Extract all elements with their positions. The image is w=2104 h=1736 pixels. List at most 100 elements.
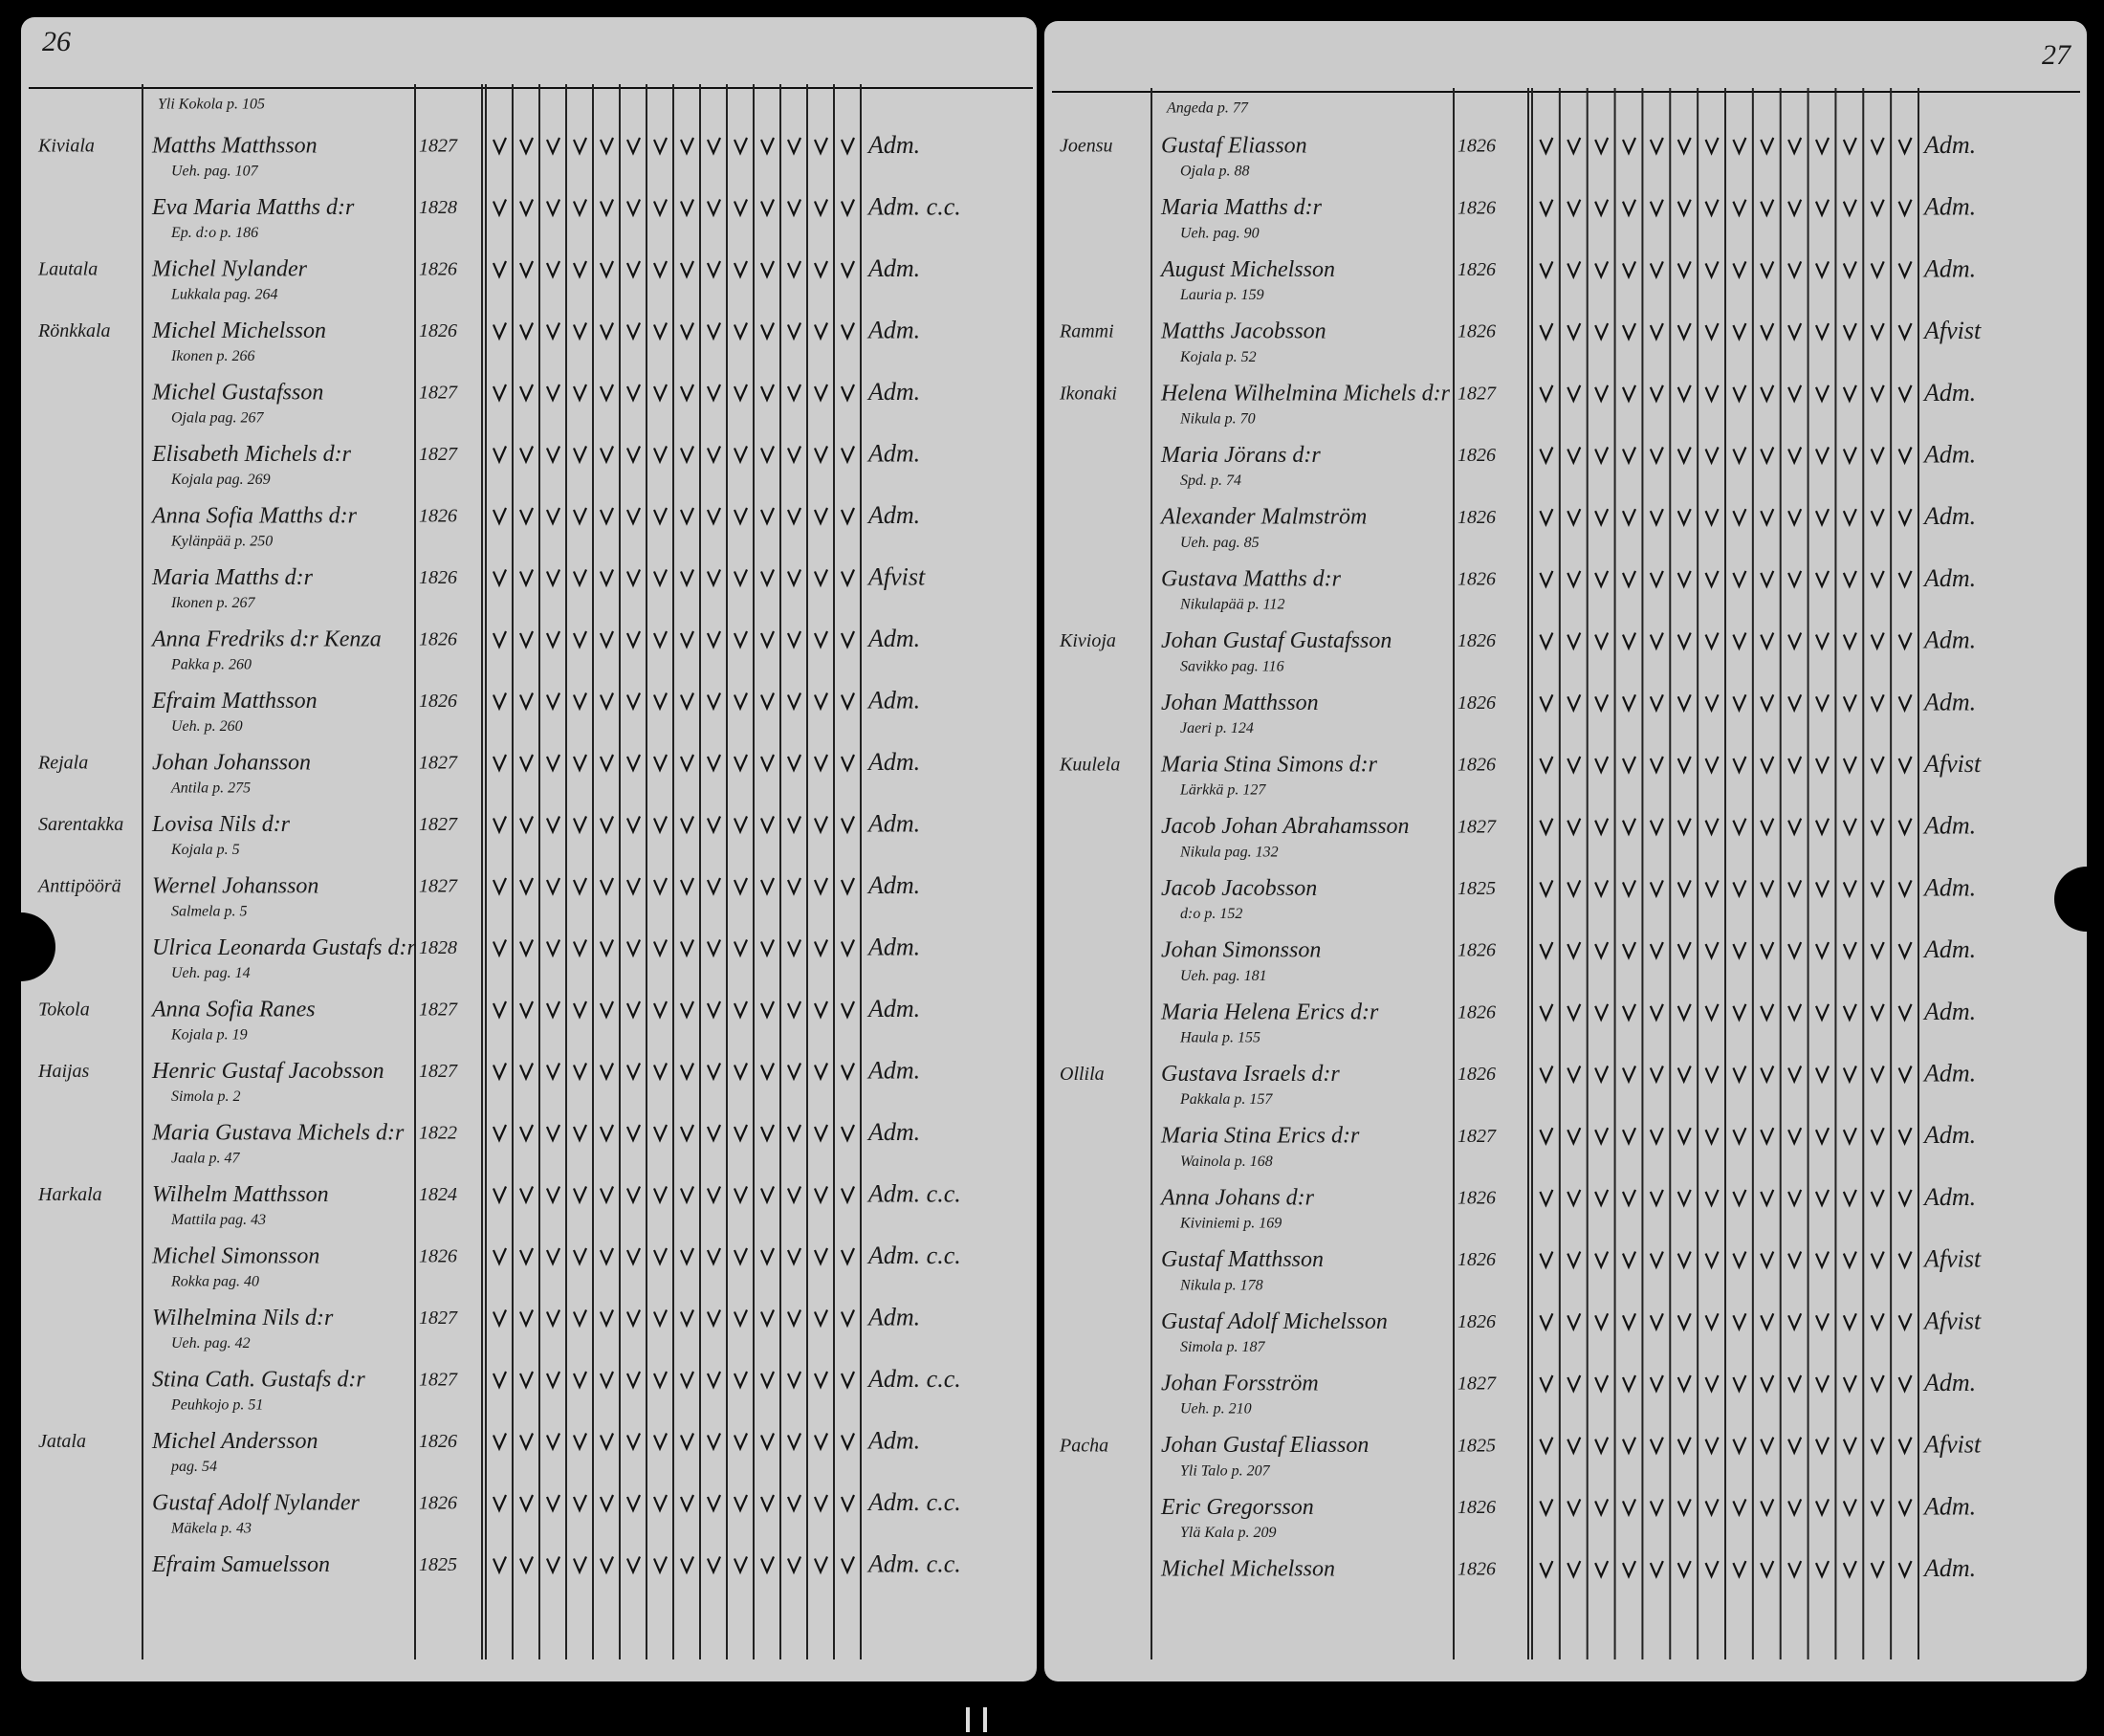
person-name: Eva Maria Matths d:r: [151, 195, 355, 220]
check-mark: [1732, 1066, 1747, 1085]
check-mark: [1649, 508, 1664, 527]
check-mark: [572, 1556, 588, 1575]
check-mark: [1732, 1374, 1747, 1394]
check-mark: [1677, 1066, 1692, 1085]
check-mark: [1814, 1498, 1830, 1518]
check-mark: [1594, 1437, 1610, 1456]
check-mark: [599, 630, 615, 649]
check-mark: [572, 692, 588, 712]
check-mark: [733, 199, 749, 218]
check-mark: [1870, 818, 1885, 837]
parish-reference: Ojala p. 88: [1180, 164, 1249, 180]
check-mark: [1732, 941, 1747, 960]
person-name: Johan Johansson: [152, 751, 311, 776]
check-mark: [1732, 1498, 1747, 1518]
sheet-notch: [2054, 867, 2104, 932]
check-mark: [1567, 1066, 1582, 1085]
result: Adm.: [866, 625, 920, 652]
check-mark: [625, 1371, 642, 1390]
parish-reference: Savikko pag. 116: [1180, 658, 1284, 674]
check-mark: [545, 1433, 561, 1452]
check-mark: [1842, 1251, 1857, 1270]
page-number: 26: [42, 26, 71, 57]
check-mark: [1649, 1437, 1664, 1456]
check-mark: [813, 446, 829, 465]
check-mark: [1787, 260, 1803, 280]
parish-reference: d:o p. 152: [1180, 906, 1242, 922]
check-mark: [733, 1433, 749, 1452]
birth-year: 1826: [1457, 197, 1496, 218]
check-mark: [786, 1556, 802, 1575]
village: Rammi: [1059, 321, 1114, 342]
check-mark: [599, 1000, 615, 1020]
check-mark: [679, 199, 695, 218]
parish-reference: Ueh. pag. 181: [1180, 968, 1267, 984]
check-mark: [1814, 1189, 1830, 1208]
check-mark: [599, 939, 615, 958]
birth-year: 1826: [419, 567, 457, 588]
check-mark: [545, 446, 561, 465]
person-name: Michel Gustafsson: [151, 381, 323, 406]
result: Adm.: [1922, 688, 1976, 715]
person-name: Gustava Matths d:r: [1161, 566, 1342, 591]
check-mark: [786, 1494, 802, 1513]
page-number: 27: [2042, 39, 2072, 71]
birth-year: 1827: [419, 136, 458, 157]
check-mark: [1814, 1312, 1830, 1332]
check-mark: [1677, 199, 1692, 218]
check-mark: [1567, 322, 1582, 341]
check-mark: [1621, 137, 1637, 156]
check-mark: [1649, 260, 1664, 280]
check-mark: [813, 322, 829, 341]
birth-year: 1826: [1457, 1064, 1496, 1085]
birth-year: 1828: [419, 937, 457, 958]
check-mark: [518, 569, 535, 588]
result: Afvist: [1922, 750, 1982, 778]
check-mark: [1897, 1127, 1913, 1146]
check-mark: [733, 1494, 749, 1513]
check-mark: [1870, 199, 1885, 218]
check-mark: [706, 1247, 722, 1266]
check-mark: [1704, 1066, 1720, 1085]
check-mark: [813, 939, 829, 958]
check-mark: [1760, 941, 1775, 960]
check-mark: [599, 1556, 615, 1575]
check-mark: [1760, 1066, 1775, 1085]
check-mark: [625, 507, 642, 526]
parish-reference: Rokka pag. 40: [170, 1274, 259, 1290]
check-mark: [1842, 447, 1857, 466]
check-mark: [679, 877, 695, 896]
check-mark: [652, 1063, 668, 1082]
check-mark: [1539, 1127, 1554, 1146]
check-mark: [733, 260, 749, 279]
check-mark: [679, 1309, 695, 1329]
birth-year: 1826: [1457, 630, 1496, 651]
check-mark: [679, 507, 695, 526]
check-mark: [1732, 1560, 1747, 1579]
check-mark: [1897, 818, 1913, 837]
check-mark: [1814, 322, 1830, 341]
result: Adm.: [1922, 998, 1976, 1025]
check-mark: [1870, 693, 1885, 714]
check-mark: [1760, 1560, 1775, 1579]
check-mark: [1787, 632, 1803, 651]
birth-year: 1827: [419, 1307, 458, 1329]
check-mark: [652, 816, 668, 835]
check-mark: [518, 384, 535, 403]
result: Adm. c.c.: [866, 1488, 961, 1516]
check-mark: [1787, 570, 1803, 589]
parish-reference: Wainola p. 168: [1180, 1154, 1273, 1170]
check-mark: [1732, 260, 1747, 280]
check-mark: [1704, 1498, 1720, 1518]
check-mark: [625, 877, 642, 896]
check-mark: [1594, 570, 1610, 589]
check-mark: [1897, 632, 1913, 651]
check-mark: [1760, 1498, 1775, 1518]
birth-year: 1826: [1457, 136, 1496, 157]
check-mark: [652, 1371, 668, 1390]
check-mark: [813, 1124, 829, 1143]
header-note: Yli Kokola p. 105: [158, 97, 265, 113]
check-mark: [1594, 941, 1610, 960]
check-mark: [518, 939, 535, 958]
check-mark: [518, 1309, 535, 1329]
